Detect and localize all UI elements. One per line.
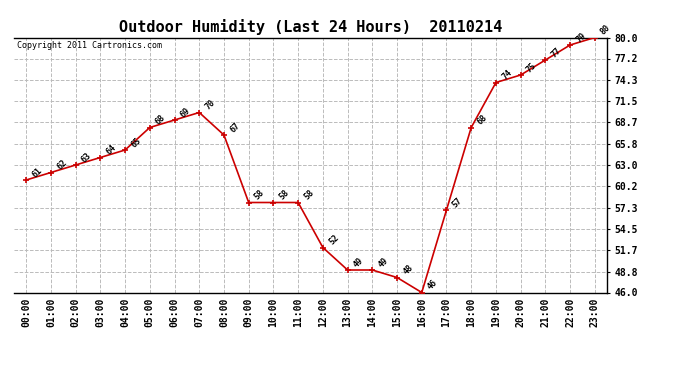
Text: 57: 57	[451, 196, 464, 209]
Text: 52: 52	[327, 233, 340, 247]
Text: 46: 46	[426, 278, 440, 292]
Text: 65: 65	[129, 136, 143, 149]
Text: 77: 77	[549, 46, 563, 59]
Text: 80: 80	[599, 23, 613, 37]
Text: 49: 49	[377, 256, 390, 269]
Text: 63: 63	[80, 151, 93, 164]
Text: Copyright 2011 Cartronics.com: Copyright 2011 Cartronics.com	[17, 41, 161, 50]
Text: 79: 79	[574, 31, 588, 44]
Text: 70: 70	[204, 98, 217, 112]
Text: 62: 62	[55, 158, 68, 172]
Text: 68: 68	[154, 113, 168, 127]
Text: 61: 61	[30, 166, 43, 179]
Text: 68: 68	[475, 113, 489, 127]
Text: 48: 48	[401, 263, 415, 277]
Text: 75: 75	[525, 61, 538, 74]
Text: 74: 74	[500, 68, 513, 82]
Text: 58: 58	[277, 188, 291, 202]
Text: 69: 69	[179, 106, 192, 119]
Text: 67: 67	[228, 121, 242, 134]
Text: 49: 49	[352, 256, 365, 269]
Text: 58: 58	[302, 188, 316, 202]
Text: 58: 58	[253, 188, 266, 202]
Text: 64: 64	[104, 143, 118, 157]
Title: Outdoor Humidity (Last 24 Hours)  20110214: Outdoor Humidity (Last 24 Hours) 2011021…	[119, 19, 502, 35]
